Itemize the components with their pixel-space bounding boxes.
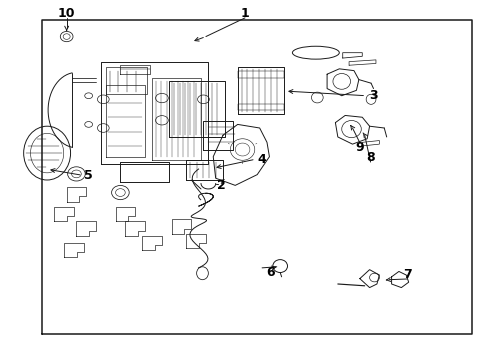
Text: 1: 1	[241, 7, 249, 20]
Text: 10: 10	[58, 7, 75, 20]
Text: 3: 3	[368, 89, 377, 102]
Text: 8: 8	[366, 151, 375, 164]
Text: 7: 7	[403, 268, 412, 281]
Text: 6: 6	[267, 266, 275, 279]
Text: 5: 5	[84, 169, 93, 182]
Text: 9: 9	[356, 140, 364, 153]
Text: 2: 2	[217, 179, 226, 192]
Text: 4: 4	[258, 153, 267, 166]
